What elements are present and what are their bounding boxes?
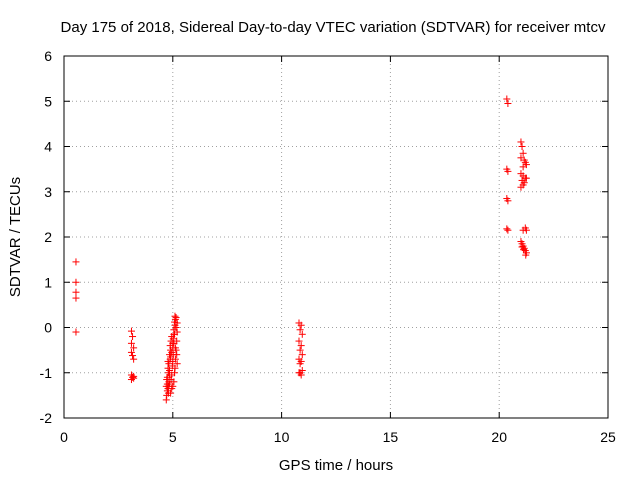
data-point <box>173 319 181 327</box>
data-point <box>517 183 525 191</box>
data-point <box>522 226 530 234</box>
chart-title: Day 175 of 2018, Sidereal Day-to-day VTE… <box>61 19 606 36</box>
data-point <box>130 344 138 352</box>
data-point <box>171 355 179 363</box>
data-point <box>72 278 80 286</box>
data-point <box>295 337 303 345</box>
x-tick-label: 5 <box>169 429 177 445</box>
data-point <box>72 294 80 302</box>
grid <box>64 56 608 418</box>
data-point <box>172 324 180 331</box>
data-point <box>164 357 172 365</box>
data-point <box>504 100 512 108</box>
data-point <box>518 143 526 150</box>
data-point <box>170 330 178 338</box>
data-point <box>171 312 179 320</box>
data-point <box>164 389 172 397</box>
data-point <box>169 339 177 347</box>
data-point <box>173 351 181 359</box>
y-tick-label: -1 <box>40 365 53 381</box>
data-point <box>72 288 80 296</box>
data-point <box>167 353 175 361</box>
data-point <box>298 351 306 359</box>
data-point <box>168 348 176 356</box>
x-tick-label: 25 <box>600 429 616 445</box>
data-point <box>127 348 135 356</box>
data-point <box>172 314 180 322</box>
data-point <box>130 372 138 380</box>
data-point <box>522 251 530 259</box>
data-point <box>522 174 530 182</box>
data-point <box>72 258 80 266</box>
data-point <box>296 360 304 368</box>
data-point <box>503 95 511 103</box>
data-point <box>173 337 181 345</box>
x-tick-label: 10 <box>274 429 290 445</box>
data-point <box>173 360 181 368</box>
data-point <box>297 342 305 350</box>
data-point <box>297 321 305 329</box>
data-point <box>503 225 511 233</box>
data-point <box>296 346 304 354</box>
data-point <box>127 339 135 347</box>
y-tick-label: 1 <box>44 274 52 290</box>
data-point <box>519 149 527 157</box>
data-point <box>164 364 172 372</box>
data-point <box>298 330 306 338</box>
data-point <box>504 167 512 175</box>
data-point <box>171 344 179 352</box>
x-tick-label: 20 <box>491 429 507 445</box>
x-tick-label: 15 <box>383 429 399 445</box>
data-point <box>171 364 179 372</box>
data-point <box>504 226 512 234</box>
data-point <box>520 246 528 254</box>
data-point <box>127 327 135 335</box>
y-tick-label: -2 <box>40 410 53 426</box>
data-point <box>517 138 525 146</box>
data-point <box>166 371 174 379</box>
data-point <box>129 352 137 360</box>
y-tick-label: 3 <box>44 184 52 200</box>
x-axis-label: GPS time / hours <box>279 457 393 474</box>
data-point <box>162 382 170 390</box>
data-point <box>522 161 530 169</box>
y-axis-label: SDTVAR / TECUs <box>7 177 24 297</box>
data-point <box>296 369 304 377</box>
data-point <box>129 333 137 341</box>
y-tick-label: 5 <box>44 93 52 109</box>
y-tick-label: 6 <box>44 48 52 64</box>
data-point <box>163 376 171 384</box>
data-point <box>296 326 304 334</box>
data-point <box>72 328 80 336</box>
y-tick-label: 2 <box>44 229 52 245</box>
axis-ticks: 0 5 10 15 20 25 -2 -1 0 1 2 3 4 5 6 <box>40 48 616 445</box>
data-point <box>130 355 138 363</box>
y-tick-label: 4 <box>44 139 52 155</box>
x-tick-label: 0 <box>60 429 68 445</box>
y-tick-label: 0 <box>44 320 52 336</box>
data-points <box>72 95 530 404</box>
data-point <box>170 378 178 386</box>
data-point <box>504 197 512 205</box>
data-point <box>168 385 176 393</box>
